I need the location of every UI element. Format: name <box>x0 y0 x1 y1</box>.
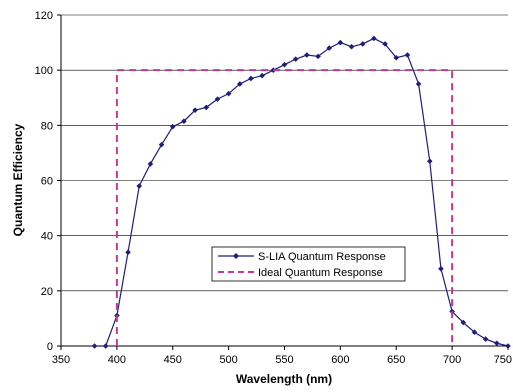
data-point-630 <box>371 35 377 42</box>
data-point-420 <box>136 183 143 189</box>
data-point-670 <box>415 81 422 87</box>
series-ideal-quantum-response <box>115 69 454 346</box>
data-point-430 <box>147 161 154 167</box>
data-point-390 <box>102 343 109 349</box>
legend-marker-diamond-icon <box>233 253 239 259</box>
series-layer <box>91 35 511 349</box>
axes <box>57 14 509 350</box>
data-point-680 <box>426 158 433 164</box>
data-point-730 <box>482 336 489 342</box>
series-line-0 <box>94 37 509 347</box>
y-axis-title: Quantum Efficiency <box>11 123 25 236</box>
data-point-650 <box>393 54 400 61</box>
legend-box <box>211 246 406 282</box>
data-point-620 <box>359 41 366 47</box>
data-point-480 <box>203 104 210 111</box>
data-point-510 <box>237 81 243 87</box>
data-point-470 <box>192 107 198 113</box>
data-point-380 <box>91 343 98 349</box>
x-tick-label-650: 650 <box>387 354 405 366</box>
x-tick-label-550: 550 <box>275 354 293 366</box>
data-point-750 <box>505 343 511 349</box>
x-tick-label-500: 500 <box>219 354 237 366</box>
y-tick-label-0: 0 <box>47 341 53 353</box>
data-point-640 <box>382 41 388 47</box>
y-tick-label-120: 120 <box>35 10 53 22</box>
data-point-580 <box>315 53 321 60</box>
data-point-550 <box>281 61 288 68</box>
y-tick-label-100: 100 <box>35 65 53 77</box>
x-tick-label-700: 700 <box>443 354 461 366</box>
data-point-590 <box>326 45 332 51</box>
series-slia-quantum-response <box>91 35 511 349</box>
data-point-490 <box>214 96 221 102</box>
data-point-530 <box>259 72 265 79</box>
data-point-520 <box>248 75 254 82</box>
data-point-440 <box>158 141 165 148</box>
data-point-410 <box>125 249 131 256</box>
x-tick-label-350: 350 <box>52 354 70 366</box>
tick-labels: 0 20 40 60 80 100 120 350 400 450 500 550 600 650 700 7… <box>35 10 512 366</box>
y-tick-label-80: 80 <box>41 120 53 132</box>
data-point-570 <box>304 52 310 58</box>
legend: S-LIA Quantum Response Ideal Quantum Res… <box>211 246 406 282</box>
y-tick-label-40: 40 <box>41 231 53 243</box>
x-axis-title: Wavelength (nm) <box>236 372 332 386</box>
data-point-740 <box>494 340 500 347</box>
data-point-460 <box>181 118 187 124</box>
data-point-690 <box>438 265 444 272</box>
data-point-720 <box>471 329 478 336</box>
data-point-600 <box>337 39 344 46</box>
data-point-610 <box>348 43 355 50</box>
x-tick-label-450: 450 <box>164 354 182 366</box>
data-point-560 <box>292 56 299 62</box>
data-point-500 <box>225 90 232 97</box>
legend-label-slia: S-LIA Quantum Response <box>258 251 386 263</box>
legend-label-ideal: Ideal Quantum Response <box>258 267 383 279</box>
x-tick-label-600: 600 <box>331 354 349 366</box>
data-point-660 <box>404 52 411 58</box>
x-tick-label-750: 750 <box>494 354 512 366</box>
data-point-710 <box>460 319 467 326</box>
y-tick-label-60: 60 <box>41 176 53 188</box>
y-tick-label-20: 20 <box>41 286 53 298</box>
data-point-450 <box>169 123 176 130</box>
x-tick-label-400: 400 <box>108 354 126 366</box>
series-line-1 <box>115 69 454 346</box>
